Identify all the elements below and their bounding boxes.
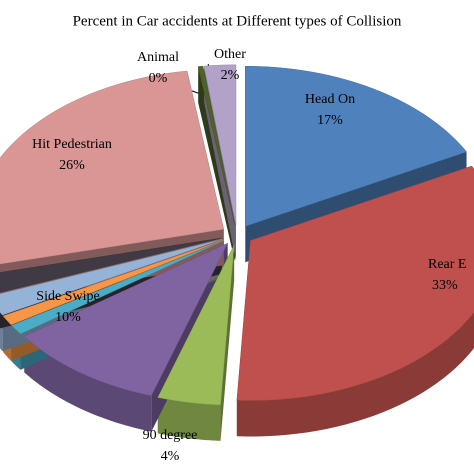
- value-label: 4%: [161, 449, 180, 464]
- value-label: 10%: [55, 310, 81, 325]
- slice-label: Head On: [305, 92, 355, 107]
- pie-slice: [0, 70, 225, 265]
- pie-slice: [245, 65, 467, 227]
- pie-slice: [23, 242, 229, 396]
- slice-label: Hit Pedestrian: [32, 137, 112, 152]
- pie-slice: [11, 240, 224, 335]
- pie-slice: [157, 244, 235, 406]
- slice-label: Side Swipe: [36, 289, 99, 304]
- value-label: 26%: [59, 158, 85, 173]
- value-label: 17%: [317, 113, 343, 128]
- slice-label: Other: [214, 47, 246, 62]
- pie-slice-side: [236, 312, 474, 437]
- value-label: 2%: [221, 68, 240, 83]
- pie-slice: [0, 237, 222, 293]
- pie-slice: [197, 65, 236, 225]
- pie-slice: [0, 239, 223, 316]
- value-label: 0%: [149, 71, 168, 86]
- slice-label: Animal: [137, 50, 179, 65]
- slice-label: Rear E: [428, 257, 466, 272]
- chart-title: Percent in Car accidents at Different ty…: [73, 13, 402, 29]
- pie-slice: [236, 165, 474, 401]
- slice-label: 90 degree: [143, 428, 198, 443]
- pie-slice-side: [220, 245, 235, 441]
- pie-slice-side: [24, 336, 152, 432]
- pie-slice-side: [157, 397, 221, 441]
- pie-slice: [203, 64, 237, 225]
- value-label: 33%: [432, 278, 458, 293]
- pie-slice: [2, 239, 224, 326]
